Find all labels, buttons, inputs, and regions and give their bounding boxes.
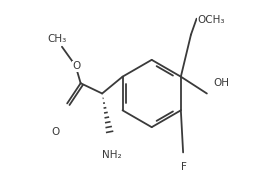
Text: O: O	[51, 127, 60, 137]
Text: CH₃: CH₃	[48, 34, 67, 44]
Text: F: F	[181, 162, 186, 172]
Text: OCH₃: OCH₃	[198, 15, 225, 25]
Text: NH₂: NH₂	[102, 150, 121, 160]
Text: OH: OH	[213, 78, 229, 88]
Text: O: O	[73, 61, 81, 71]
